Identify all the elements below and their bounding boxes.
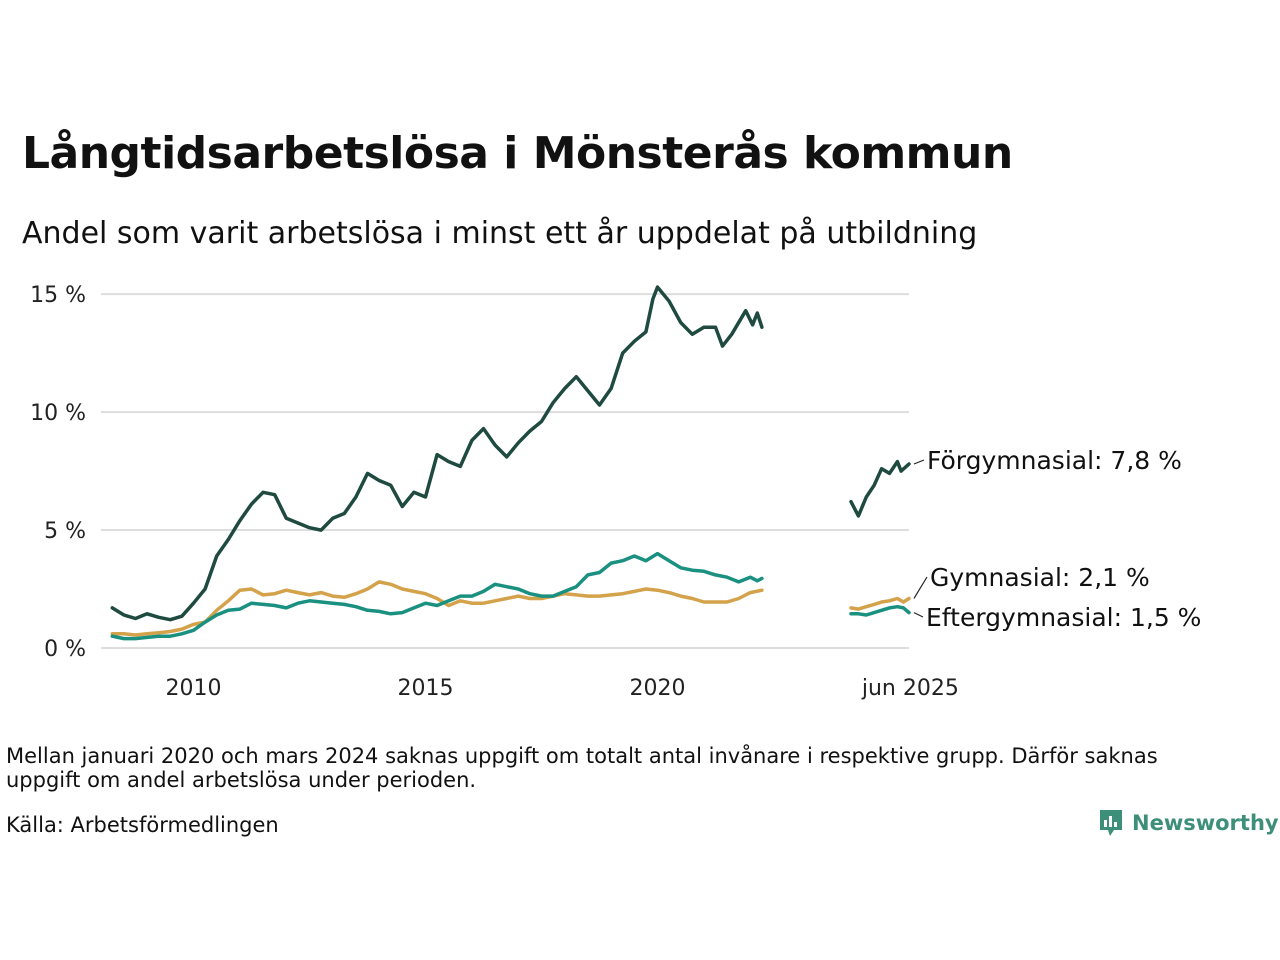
eftergymnasial-end-label: Eftergymnasial: 1,5 % [926, 603, 1201, 632]
y-tick-label: 15 % [30, 283, 86, 308]
brand-logo[interactable]: Newsworthy [1098, 808, 1279, 838]
x-tick-label: 2010 [166, 676, 222, 701]
x-tick-label: 2015 [398, 676, 454, 701]
x-axis-ticks: 2010 2015 2020 jun 2025 [166, 676, 959, 701]
grid-lines [101, 293, 909, 649]
eftergymnasial-line [849, 604, 911, 617]
gymnasial-line [849, 596, 911, 611]
forgymnasial-leader-line [913, 459, 925, 465]
x-tick-label: 2020 [630, 676, 686, 701]
bar-chart-icon [1100, 810, 1122, 836]
y-tick-label: 5 % [44, 519, 86, 544]
y-tick-label: 0 % [44, 637, 86, 662]
chart-title: Långtidsarbetslösa i Mönsterås kommun [22, 128, 1013, 179]
gymnasial-leader-line [913, 576, 928, 599]
gymnasial-line [110, 580, 764, 637]
y-axis-ticks: 0 % 5 % 10 % 15 % [30, 283, 86, 662]
forgymnasial-line [849, 459, 911, 518]
source-credit: Källa: Arbetsförmedlingen [6, 813, 279, 837]
x-tick-label: jun 2025 [861, 676, 959, 701]
series-lines [110, 285, 911, 641]
line-chart: 0 % 5 % 10 % 15 % 2010 2015 2020 jun 2025 Förg… [30, 283, 1201, 701]
eftergymnasial-line [110, 551, 764, 641]
brand-name: Newsworthy [1132, 811, 1279, 835]
forgymnasial-end-label: Förgymnasial: 7,8 % [927, 446, 1182, 475]
y-tick-label: 10 % [30, 401, 86, 426]
forgymnasial-line [110, 285, 764, 622]
footnote: Mellan januari 2020 och mars 2024 saknas… [6, 744, 1158, 792]
eftergymnasial-leader-line [913, 612, 924, 618]
end-labels: Förgymnasial: 7,8 % Gymnasial: 2,1 % Efter… [913, 446, 1201, 632]
chart-subtitle: Andel som varit arbetslösa i minst ett å… [22, 216, 978, 251]
gymnasial-end-label: Gymnasial: 2,1 % [930, 563, 1150, 592]
